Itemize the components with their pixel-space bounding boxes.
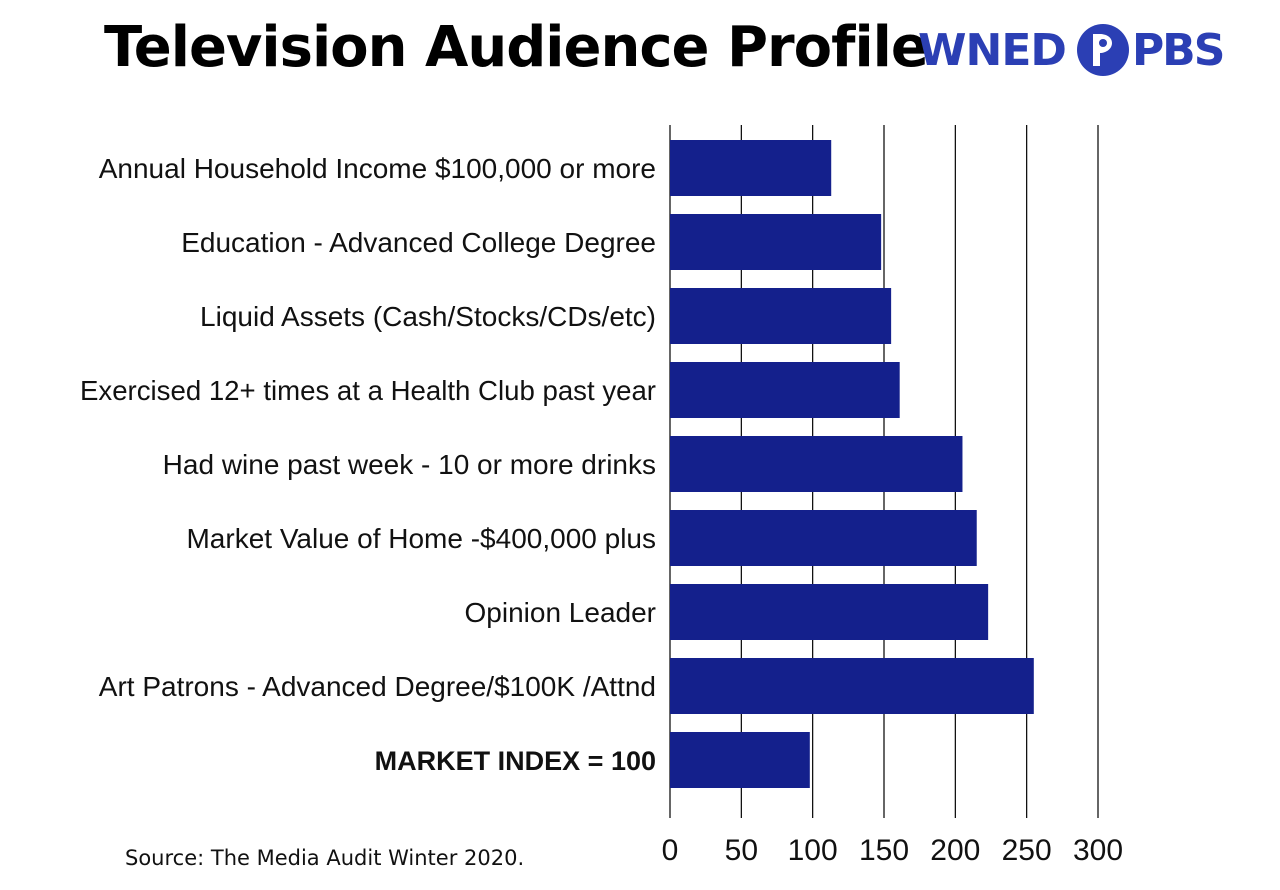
category-label-3: Exercised 12+ times at a Health Club pas… bbox=[80, 375, 656, 406]
bar-6 bbox=[670, 584, 989, 640]
x-tick-label-250: 250 bbox=[1002, 834, 1052, 867]
source-note: Source: The Media Audit Winter 2020. bbox=[125, 846, 525, 870]
category-label-5: Market Value of Home -$400,000 plus bbox=[186, 523, 656, 554]
bar-2 bbox=[670, 288, 892, 344]
logo-pbs-text: PBS bbox=[1131, 24, 1225, 76]
logo-wned-text: WNED bbox=[918, 24, 1067, 76]
bar-8 bbox=[670, 732, 810, 788]
wned-pbs-logo: WNED PBS bbox=[918, 18, 1225, 82]
x-tick-label-0: 0 bbox=[662, 834, 679, 867]
x-tick-label-150: 150 bbox=[859, 834, 909, 867]
x-tick-label-200: 200 bbox=[930, 834, 980, 867]
bar-0 bbox=[670, 140, 832, 196]
category-label-7: Art Patrons - Advanced Degree/$100K /Att… bbox=[99, 671, 656, 702]
category-label-6: Opinion Leader bbox=[465, 597, 656, 628]
category-label-0: Annual Household Income $100,000 or more bbox=[99, 153, 656, 184]
bar-1 bbox=[670, 214, 882, 270]
category-label-4: Had wine past week - 10 or more drinks bbox=[163, 449, 656, 480]
bar-7 bbox=[670, 658, 1034, 714]
page-title: Television Audience Profile bbox=[104, 15, 929, 80]
x-tick-label-100: 100 bbox=[788, 834, 838, 867]
x-tick-label-300: 300 bbox=[1073, 834, 1123, 867]
category-label-8: MARKET INDEX = 100 bbox=[375, 746, 656, 776]
category-label-1: Education - Advanced College Degree bbox=[181, 227, 656, 258]
pbs-head-icon bbox=[1076, 24, 1129, 76]
bar-4 bbox=[670, 436, 963, 492]
bar-5 bbox=[670, 510, 977, 566]
category-label-2: Liquid Assets (Cash/Stocks/CDs/etc) bbox=[200, 301, 656, 332]
x-tick-label-50: 50 bbox=[725, 834, 758, 867]
bar-3 bbox=[670, 362, 900, 418]
